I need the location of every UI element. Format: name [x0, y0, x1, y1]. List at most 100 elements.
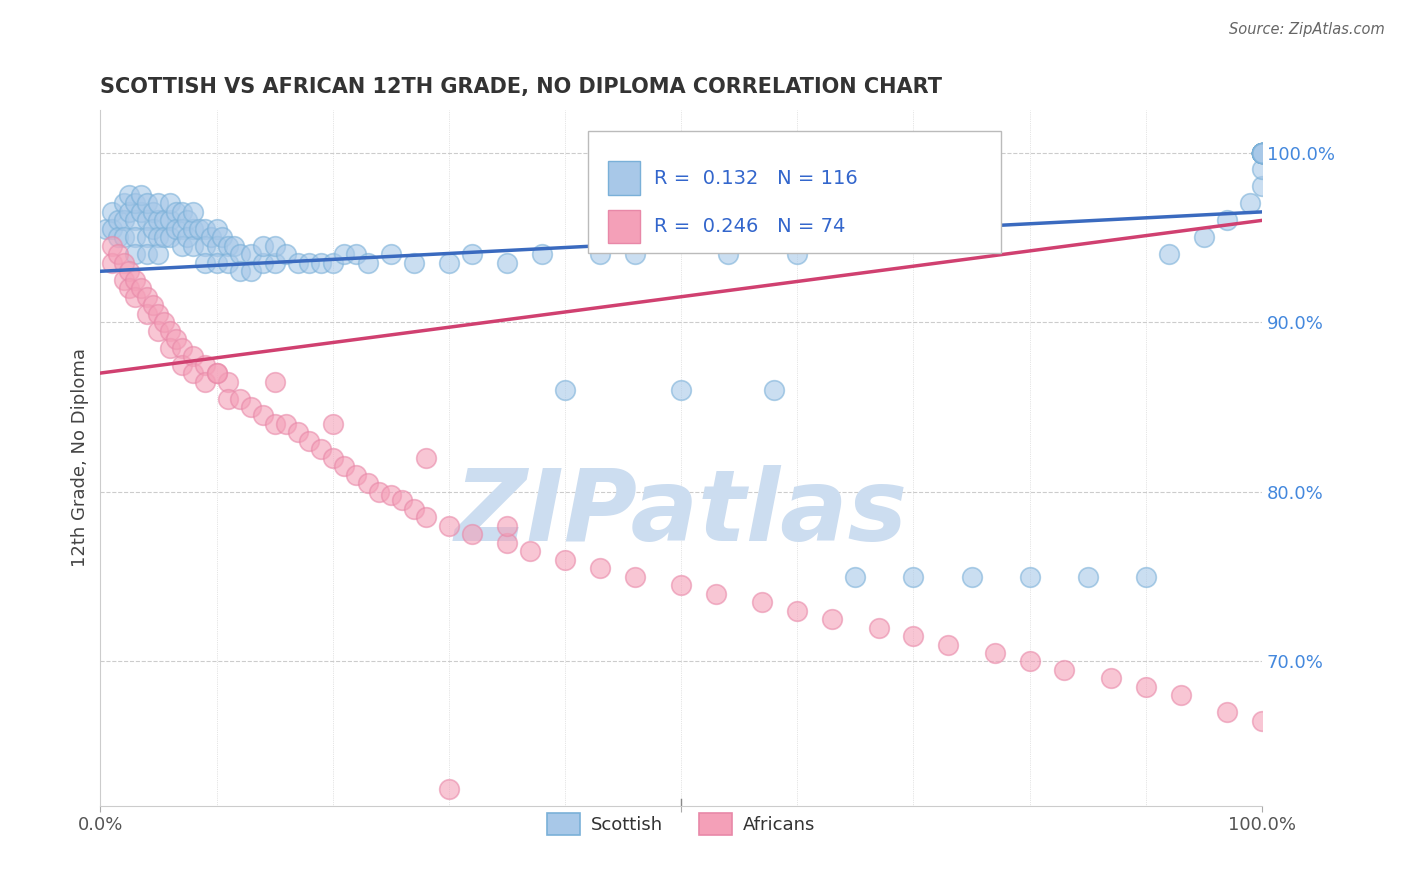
- Point: [322, 450, 344, 465]
- Point: [124, 213, 146, 227]
- Point: [205, 222, 228, 236]
- Point: [188, 222, 211, 236]
- Point: [1053, 663, 1076, 677]
- Point: [194, 239, 217, 253]
- Point: [356, 476, 378, 491]
- Point: [402, 501, 425, 516]
- Point: [124, 196, 146, 211]
- Point: [135, 213, 157, 227]
- Text: R =  0.132   N = 116: R = 0.132 N = 116: [654, 169, 858, 187]
- Point: [170, 341, 193, 355]
- Point: [148, 324, 170, 338]
- Point: [496, 256, 519, 270]
- Point: [240, 247, 263, 261]
- Point: [1018, 569, 1040, 583]
- Point: [1099, 672, 1122, 686]
- Point: [287, 256, 309, 270]
- Point: [844, 569, 866, 583]
- Point: [1239, 196, 1261, 211]
- Point: [159, 341, 181, 355]
- Bar: [607, 161, 641, 194]
- Point: [461, 527, 484, 541]
- Point: [194, 375, 217, 389]
- Point: [240, 400, 263, 414]
- Point: [148, 213, 170, 227]
- Point: [391, 493, 413, 508]
- Point: [437, 781, 460, 796]
- Point: [129, 281, 152, 295]
- Point: [112, 196, 135, 211]
- Point: [1216, 213, 1239, 227]
- Point: [298, 256, 321, 270]
- Point: [344, 247, 367, 261]
- Point: [1170, 689, 1192, 703]
- Point: [356, 256, 378, 270]
- Point: [298, 434, 321, 448]
- Point: [1077, 569, 1099, 583]
- Point: [135, 247, 157, 261]
- Point: [135, 196, 157, 211]
- Point: [1251, 145, 1274, 160]
- Point: [1251, 145, 1274, 160]
- Point: [1251, 145, 1274, 160]
- Point: [229, 247, 252, 261]
- Point: [1251, 145, 1274, 160]
- Point: [148, 247, 170, 261]
- Point: [229, 392, 252, 406]
- Point: [344, 467, 367, 482]
- Point: [623, 247, 645, 261]
- Point: [205, 239, 228, 253]
- Point: [1251, 145, 1274, 160]
- Point: [263, 417, 285, 431]
- Point: [135, 290, 157, 304]
- Point: [200, 230, 222, 244]
- Point: [1251, 145, 1274, 160]
- Point: [107, 213, 129, 227]
- Point: [129, 188, 152, 202]
- Point: [159, 213, 181, 227]
- Point: [252, 239, 274, 253]
- Y-axis label: 12th Grade, No Diploma: 12th Grade, No Diploma: [72, 349, 89, 567]
- Point: [322, 417, 344, 431]
- Point: [181, 349, 204, 363]
- Point: [112, 230, 135, 244]
- Point: [165, 222, 187, 236]
- Point: [181, 205, 204, 219]
- Point: [181, 366, 204, 380]
- Point: [118, 188, 141, 202]
- Point: [148, 307, 170, 321]
- Point: [181, 239, 204, 253]
- Point: [159, 196, 181, 211]
- Point: [1251, 714, 1274, 728]
- Text: Source: ZipAtlas.com: Source: ZipAtlas.com: [1229, 22, 1385, 37]
- Point: [1251, 145, 1274, 160]
- Text: ZIPatlas: ZIPatlas: [454, 465, 908, 562]
- Point: [176, 213, 198, 227]
- Point: [415, 450, 437, 465]
- Point: [461, 247, 484, 261]
- FancyBboxPatch shape: [588, 131, 1001, 252]
- Point: [205, 366, 228, 380]
- Point: [1135, 680, 1157, 694]
- Point: [1251, 145, 1274, 160]
- Point: [217, 239, 239, 253]
- Point: [118, 205, 141, 219]
- Point: [194, 358, 217, 372]
- Point: [402, 256, 425, 270]
- Point: [623, 569, 645, 583]
- Point: [101, 205, 124, 219]
- Point: [124, 290, 146, 304]
- Bar: [607, 210, 641, 243]
- Point: [276, 417, 298, 431]
- Point: [936, 638, 959, 652]
- Point: [170, 239, 193, 253]
- Point: [124, 247, 146, 261]
- Point: [1216, 706, 1239, 720]
- Point: [380, 247, 402, 261]
- Point: [263, 239, 285, 253]
- Point: [1251, 162, 1274, 177]
- Point: [148, 196, 170, 211]
- Point: [148, 230, 170, 244]
- Point: [1251, 145, 1274, 160]
- Point: [176, 230, 198, 244]
